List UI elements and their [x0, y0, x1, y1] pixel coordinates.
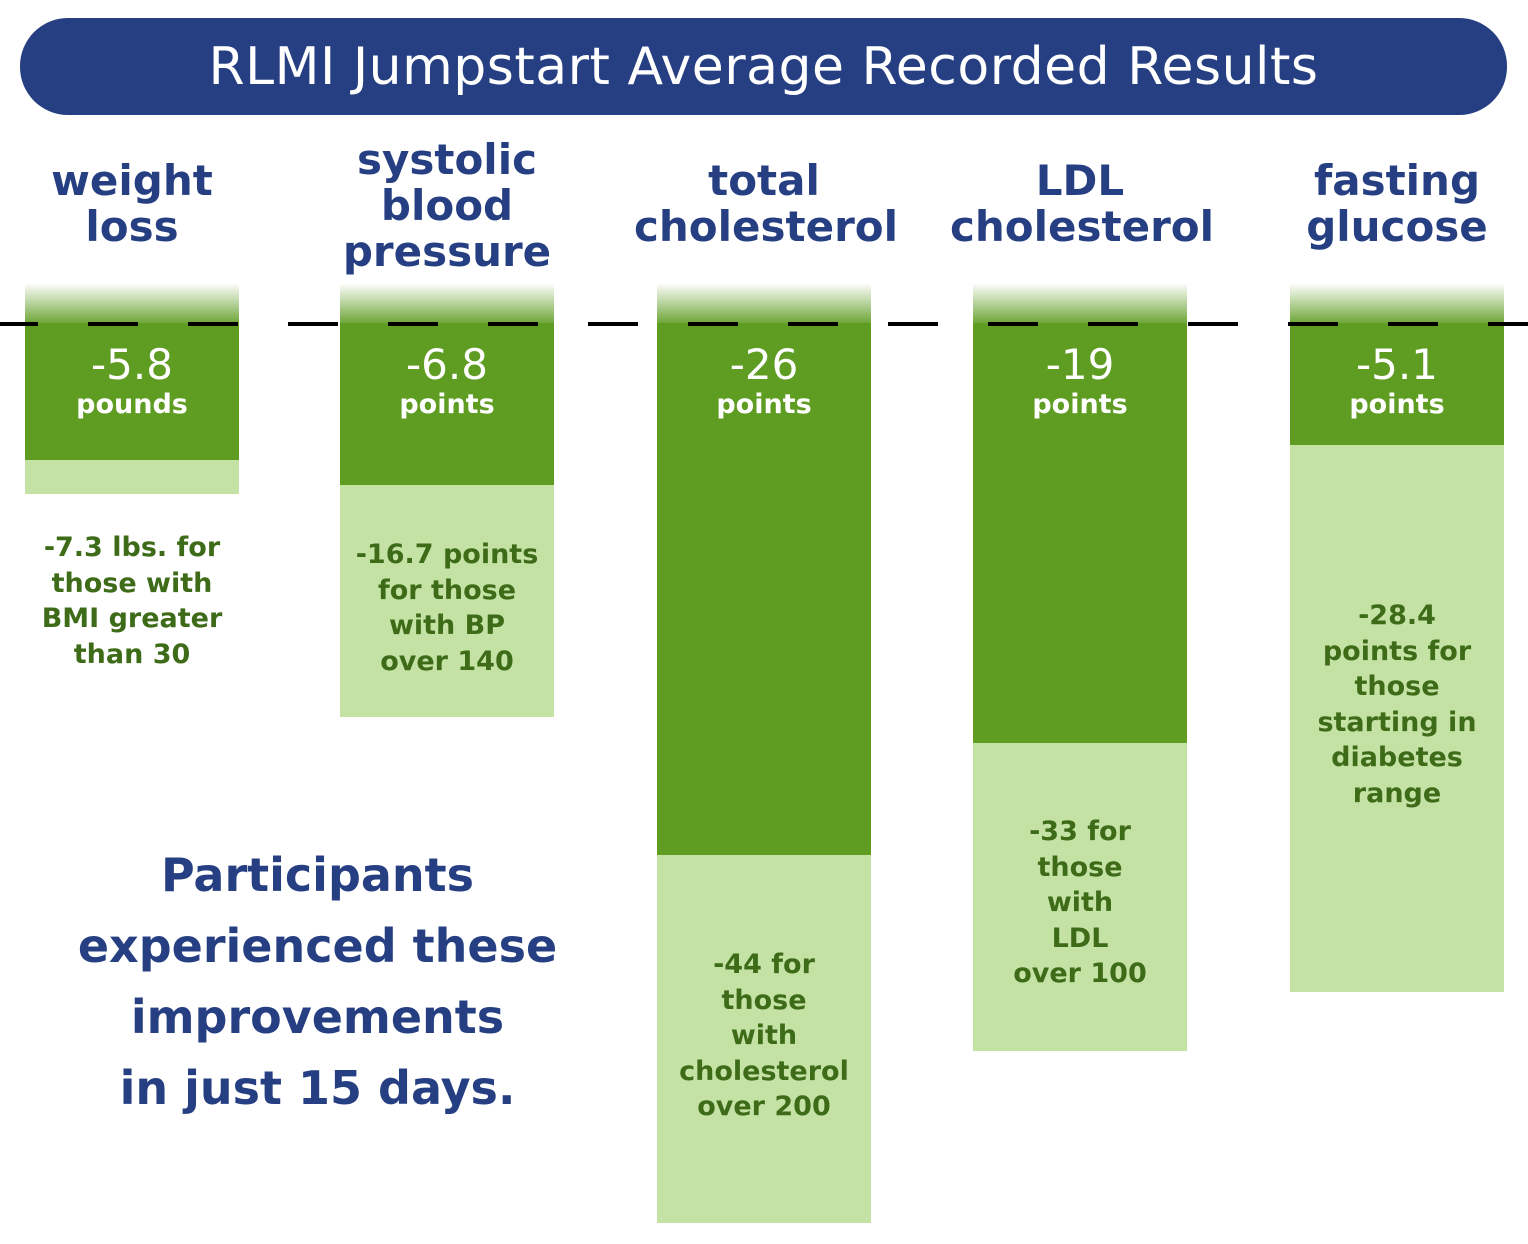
category-label: fasting glucose — [1306, 156, 1488, 251]
baseline-dash — [688, 322, 738, 326]
subgroup-note: -44 for those with cholesterol over 200 — [679, 949, 849, 1122]
baseline-dash — [88, 322, 138, 326]
chart-title: RLMI Jumpstart Average Recorded Results — [208, 36, 1319, 97]
data-label-unit: points — [1032, 389, 1128, 420]
baseline-dash — [188, 322, 238, 326]
data-label-unit: points — [716, 389, 812, 420]
title-banner: RLMI Jumpstart Average Recorded Results — [20, 18, 1507, 115]
data-label-unit: points — [1349, 389, 1445, 420]
category-label: systolic blood pressure — [342, 135, 552, 276]
bar-average — [340, 323, 554, 485]
subgroup-note: -7.3 lbs. for those with BMI greater tha… — [41, 532, 223, 670]
baseline-dash — [0, 322, 38, 326]
data-label-value: -6.8 — [406, 340, 488, 389]
baseline-dash — [388, 322, 438, 326]
data-label-unit: pounds — [76, 389, 188, 420]
baseline-dash — [488, 322, 538, 326]
zero-baseline — [0, 322, 1528, 327]
subgroup-note: -33 for those with LDL over 100 — [1013, 816, 1147, 989]
baseline-dash — [1288, 322, 1338, 326]
baseline-dash — [988, 322, 1038, 326]
bar-fade — [657, 283, 871, 328]
baseline-dash — [888, 322, 938, 326]
baseline-dash — [788, 322, 838, 326]
bar-average — [973, 323, 1187, 743]
baseline-dash — [1088, 322, 1138, 326]
bar-fade — [340, 283, 554, 328]
bar-average — [657, 323, 871, 856]
bar-fade — [1290, 283, 1504, 328]
baseline-dash — [288, 322, 338, 326]
baseline-dash — [1388, 322, 1438, 326]
tagline: Participants experienced these improveme… — [77, 848, 558, 1115]
baseline-dash — [1488, 322, 1528, 326]
bar-fade — [973, 283, 1187, 328]
data-label-unit: points — [399, 389, 495, 420]
category-label: total cholesterol — [634, 156, 899, 251]
baseline-dash — [1188, 322, 1238, 326]
bar-fade — [25, 283, 239, 328]
subgroup-note: -28.4 points for those starting in diabe… — [1317, 600, 1477, 809]
subgroup-note: -16.7 points for those with BP over 140 — [355, 539, 539, 677]
data-label-value: -19 — [1045, 340, 1115, 389]
data-label-value: -5.1 — [1356, 340, 1438, 389]
baseline-dash — [588, 322, 638, 326]
bar-average — [1290, 323, 1504, 445]
data-label-value: -26 — [729, 340, 799, 389]
category-label: weight loss — [51, 156, 213, 251]
data-label-value: -5.8 — [91, 340, 173, 389]
category-label: LDL cholesterol — [950, 156, 1215, 251]
bar-average — [25, 323, 239, 460]
